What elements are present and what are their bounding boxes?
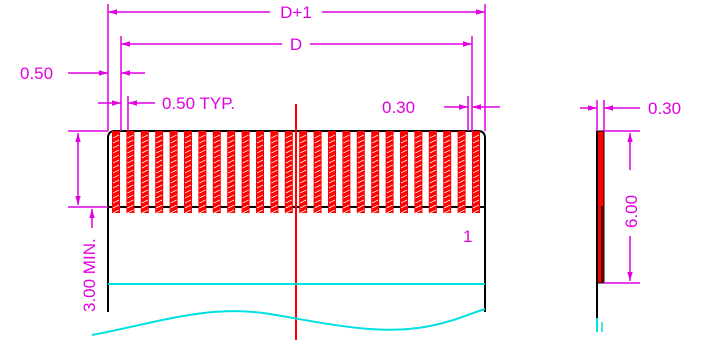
edge-offset-label: 0.50 <box>20 64 53 83</box>
contact-width-label: 0.30 <box>382 98 415 117</box>
contact-finger <box>284 131 293 214</box>
contact-finger <box>169 131 178 214</box>
contact-finger <box>443 131 452 214</box>
contact-finger <box>385 131 394 214</box>
contact-finger <box>400 131 408 214</box>
contact-finger <box>414 131 423 214</box>
contact-finger <box>356 131 365 214</box>
contact-finger <box>299 131 308 214</box>
contact-finger <box>241 131 250 214</box>
contact-finger <box>328 131 336 214</box>
contact-finger <box>371 131 380 214</box>
contact-finger <box>140 131 149 214</box>
contact-finger <box>428 131 437 214</box>
side-view <box>596 130 605 332</box>
min-length-label: 3.00 MIN. <box>80 238 99 312</box>
contact-finger <box>212 131 221 214</box>
contact-finger <box>313 131 322 214</box>
side-length-label: 6.00 <box>622 195 641 228</box>
contact-finger <box>227 131 236 214</box>
contact-finger <box>112 131 120 214</box>
contact-finger <box>270 131 279 214</box>
contact-finger <box>457 131 466 214</box>
overall-width-label: D+1 <box>280 3 312 22</box>
pin-one-label: 1 <box>463 227 472 246</box>
contact-finger <box>155 131 164 214</box>
contact-finger <box>126 131 135 214</box>
contact-finger <box>256 131 264 214</box>
contact-finger <box>198 131 207 214</box>
contact-fingers <box>112 131 480 214</box>
contact-finger <box>342 131 351 214</box>
contact-finger <box>184 131 192 214</box>
side-contact-layer <box>596 130 605 284</box>
contact-finger <box>472 131 480 214</box>
side-thickness-label: 0.30 <box>648 99 681 118</box>
pitch-label: 0.50 TYP. <box>162 94 235 113</box>
break-line <box>91 308 486 336</box>
pitch-span-label: D <box>290 35 302 54</box>
